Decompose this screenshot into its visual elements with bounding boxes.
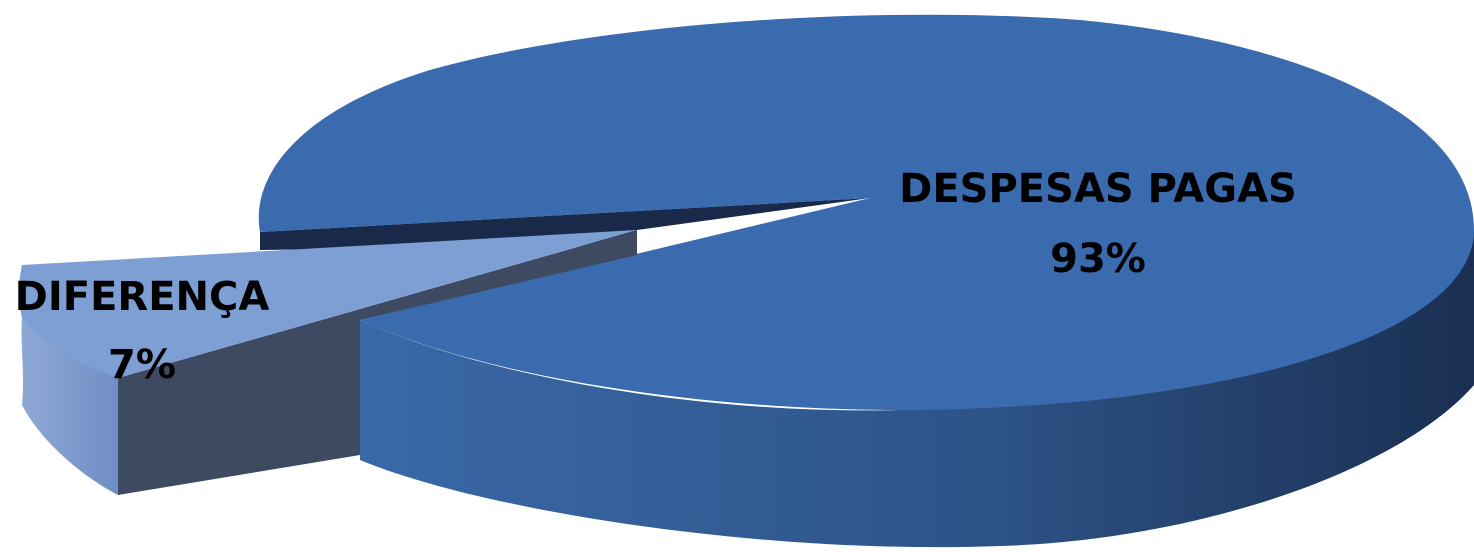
slice-despesas-pagas	[258, 14, 1474, 411]
slice-diferenca	[19, 230, 637, 378]
slice-diferenca-side	[118, 230, 637, 495]
slice-despesas-pagas-cut-face	[260, 198, 870, 250]
slice-label-diferenca: DIFERENÇA	[15, 274, 270, 320]
slice-value-diferenca: 7%	[108, 342, 176, 388]
slice-diferenca-rim	[21, 318, 119, 495]
slice-value-despesas-pagas: 93%	[1050, 236, 1146, 282]
slice-label-despesas-pagas: DESPESAS PAGAS	[899, 166, 1297, 212]
slice-despesas-pagas-rim	[360, 230, 1474, 548]
